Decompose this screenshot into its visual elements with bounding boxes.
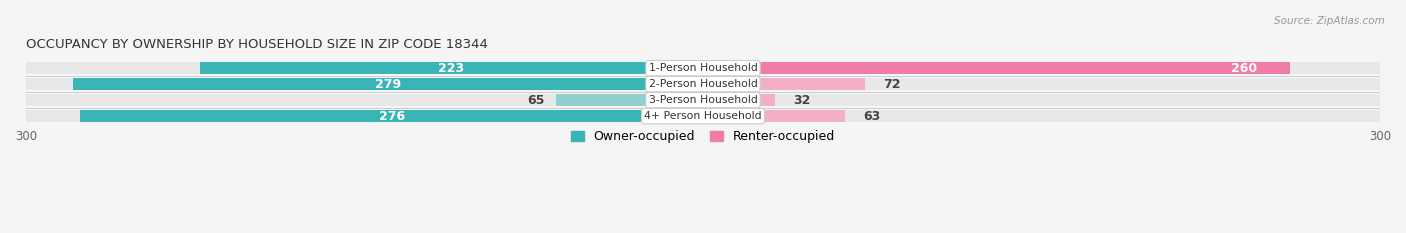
- Text: Source: ZipAtlas.com: Source: ZipAtlas.com: [1274, 16, 1385, 26]
- Bar: [80, 110, 703, 122]
- Text: 32: 32: [793, 94, 811, 107]
- Text: 260: 260: [1232, 62, 1257, 75]
- Bar: [27, 110, 703, 122]
- Text: 2-Person Household: 2-Person Household: [648, 79, 758, 89]
- Bar: [200, 62, 703, 74]
- Bar: [703, 62, 1289, 74]
- Text: 3-Person Household: 3-Person Household: [648, 95, 758, 105]
- Text: 279: 279: [375, 78, 401, 91]
- Bar: [703, 94, 1379, 106]
- Text: 72: 72: [883, 78, 901, 91]
- Legend: Owner-occupied, Renter-occupied: Owner-occupied, Renter-occupied: [567, 125, 839, 148]
- Text: 65: 65: [527, 94, 546, 107]
- Bar: [27, 62, 703, 74]
- Bar: [703, 110, 1379, 122]
- Bar: [703, 79, 866, 90]
- Text: 276: 276: [378, 110, 405, 123]
- Text: OCCUPANCY BY OWNERSHIP BY HOUSEHOLD SIZE IN ZIP CODE 18344: OCCUPANCY BY OWNERSHIP BY HOUSEHOLD SIZE…: [27, 38, 488, 51]
- Text: 63: 63: [863, 110, 880, 123]
- Bar: [703, 110, 845, 122]
- Bar: [73, 79, 703, 90]
- Bar: [703, 94, 775, 106]
- Bar: [703, 62, 1379, 74]
- Bar: [27, 94, 703, 106]
- Bar: [703, 79, 1379, 90]
- Text: 1-Person Household: 1-Person Household: [648, 63, 758, 73]
- Text: 4+ Person Household: 4+ Person Household: [644, 111, 762, 121]
- Bar: [557, 94, 703, 106]
- Bar: [27, 79, 703, 90]
- Text: 223: 223: [439, 62, 464, 75]
